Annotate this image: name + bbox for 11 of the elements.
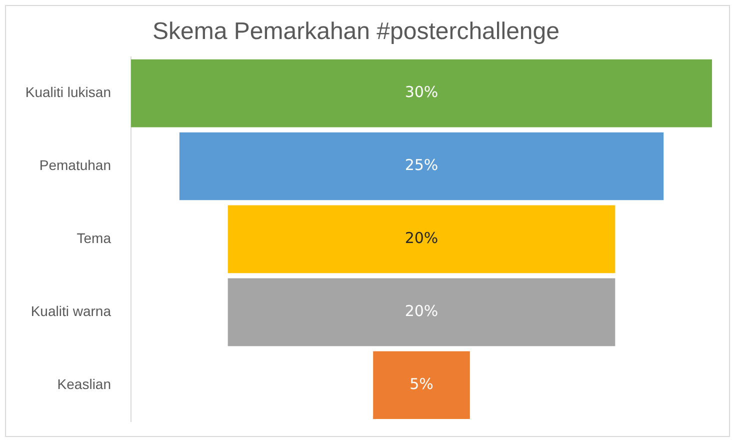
category-label: Tema — [76, 230, 112, 246]
data-label: 5% — [410, 375, 434, 394]
data-label: 30% — [404, 83, 438, 102]
data-label: 20% — [404, 302, 438, 320]
category-label: Kualiti lukisan — [25, 84, 111, 100]
data-label: 25% — [404, 156, 438, 174]
text: Skema Pemarkahan #posterchallenge — [152, 18, 560, 46]
category-label: Kualiti warna — [30, 303, 112, 320]
data-label: 20% — [404, 229, 438, 248]
category-label: Keaslian — [57, 376, 111, 392]
category-label: Pematuhan — [39, 157, 111, 174]
